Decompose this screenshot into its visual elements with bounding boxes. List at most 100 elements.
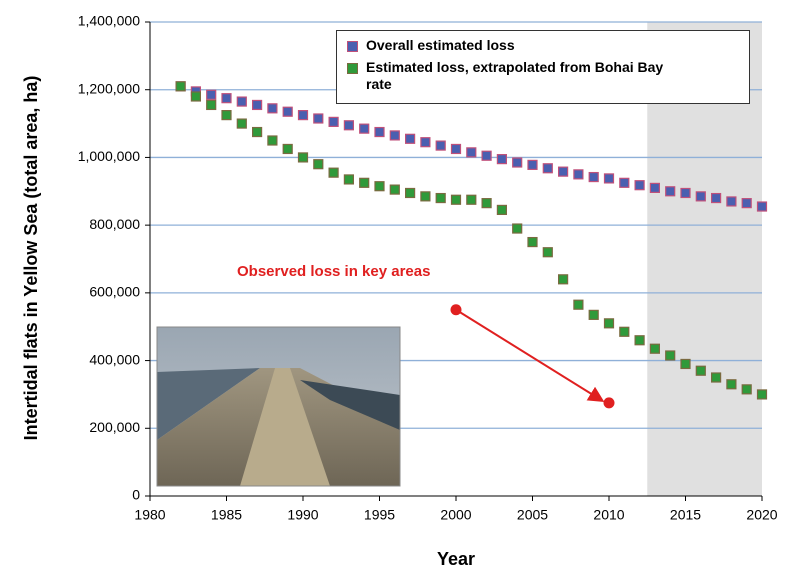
point	[695, 191, 706, 202]
point	[435, 140, 446, 151]
point	[267, 103, 278, 114]
x-tick-label: 2020	[746, 507, 777, 523]
point	[359, 177, 370, 188]
x-tick-label: 2010	[593, 507, 624, 523]
point	[481, 198, 492, 209]
y-tick-label: 0	[132, 487, 140, 503]
point	[221, 110, 232, 121]
point	[695, 365, 706, 376]
point	[527, 236, 538, 248]
point	[450, 143, 462, 155]
point	[190, 91, 201, 102]
point	[588, 171, 599, 183]
y-tick-label: 600,000	[89, 284, 140, 300]
y-tick-label: 200,000	[89, 419, 140, 435]
observed-point	[450, 304, 462, 316]
point	[741, 384, 752, 395]
point	[634, 180, 645, 191]
x-tick-label: 1990	[287, 507, 318, 523]
y-axis-title: Intertidal flats in Yellow Sea (total ar…	[21, 76, 41, 441]
point	[389, 184, 400, 195]
point	[573, 169, 584, 180]
point	[619, 177, 630, 188]
y-tick-label: 1,000,000	[78, 148, 140, 164]
point	[665, 350, 676, 361]
legend-entry: Estimated loss, extrapolated from Bohai …	[345, 59, 741, 93]
point	[343, 120, 354, 131]
point	[252, 126, 263, 138]
point	[236, 96, 247, 107]
point	[313, 159, 324, 170]
y-tick-label: 1,400,000	[78, 13, 140, 29]
point	[450, 194, 462, 205]
point	[649, 182, 661, 193]
point	[680, 187, 691, 199]
point	[512, 157, 523, 168]
x-tick-label: 2015	[670, 507, 701, 523]
point	[603, 318, 615, 329]
point	[267, 135, 278, 146]
x-tick-label: 2005	[517, 507, 548, 523]
annotation: Observed loss in key areas	[237, 263, 430, 280]
legend-label: Overall estimated loss	[366, 37, 515, 53]
point	[206, 89, 217, 100]
point	[481, 150, 492, 161]
observed-arrow	[455, 308, 605, 403]
point	[297, 110, 309, 121]
point	[710, 372, 722, 383]
point	[557, 274, 569, 285]
point	[175, 81, 186, 92]
point	[726, 379, 737, 390]
point	[649, 343, 661, 354]
point	[359, 123, 370, 134]
point	[557, 166, 569, 177]
point	[588, 309, 599, 320]
legend-swatch	[347, 63, 358, 74]
point	[420, 191, 431, 202]
point	[496, 154, 507, 165]
point	[680, 358, 691, 370]
point	[343, 174, 354, 185]
point	[282, 106, 293, 117]
point	[496, 204, 507, 216]
point	[389, 130, 400, 141]
point	[435, 192, 446, 204]
y-tick-label: 400,000	[89, 351, 140, 367]
point	[405, 133, 416, 144]
point	[726, 196, 737, 207]
legend-label: Estimated loss, extrapolated from Bohai …	[366, 59, 664, 92]
point	[236, 118, 247, 129]
point	[282, 143, 293, 155]
point	[665, 186, 676, 197]
point	[252, 99, 263, 111]
point	[619, 326, 630, 337]
x-tick-label: 2000	[440, 507, 471, 523]
x-axis-title: Year	[437, 549, 475, 569]
legend: Overall estimated loss Estimated loss, ex…	[336, 30, 750, 104]
point	[297, 152, 309, 163]
point	[328, 116, 339, 127]
observed-point	[603, 397, 615, 409]
point	[710, 192, 722, 204]
point	[542, 247, 553, 258]
legend-entry: Overall estimated loss	[345, 37, 741, 54]
point	[313, 113, 324, 124]
point	[420, 137, 431, 148]
x-tick-label: 1995	[364, 507, 395, 523]
x-tick-label: 1985	[211, 507, 242, 523]
y-tick-label: 800,000	[89, 216, 140, 232]
point	[512, 223, 523, 234]
point	[405, 187, 416, 199]
point	[741, 198, 752, 209]
point	[527, 159, 538, 170]
point	[466, 147, 477, 158]
x-tick-label: 1980	[134, 507, 165, 523]
point	[206, 99, 217, 111]
point	[221, 93, 232, 104]
point	[374, 126, 385, 138]
point	[328, 167, 339, 178]
point	[374, 181, 385, 192]
point	[603, 173, 615, 184]
photo	[156, 326, 401, 487]
